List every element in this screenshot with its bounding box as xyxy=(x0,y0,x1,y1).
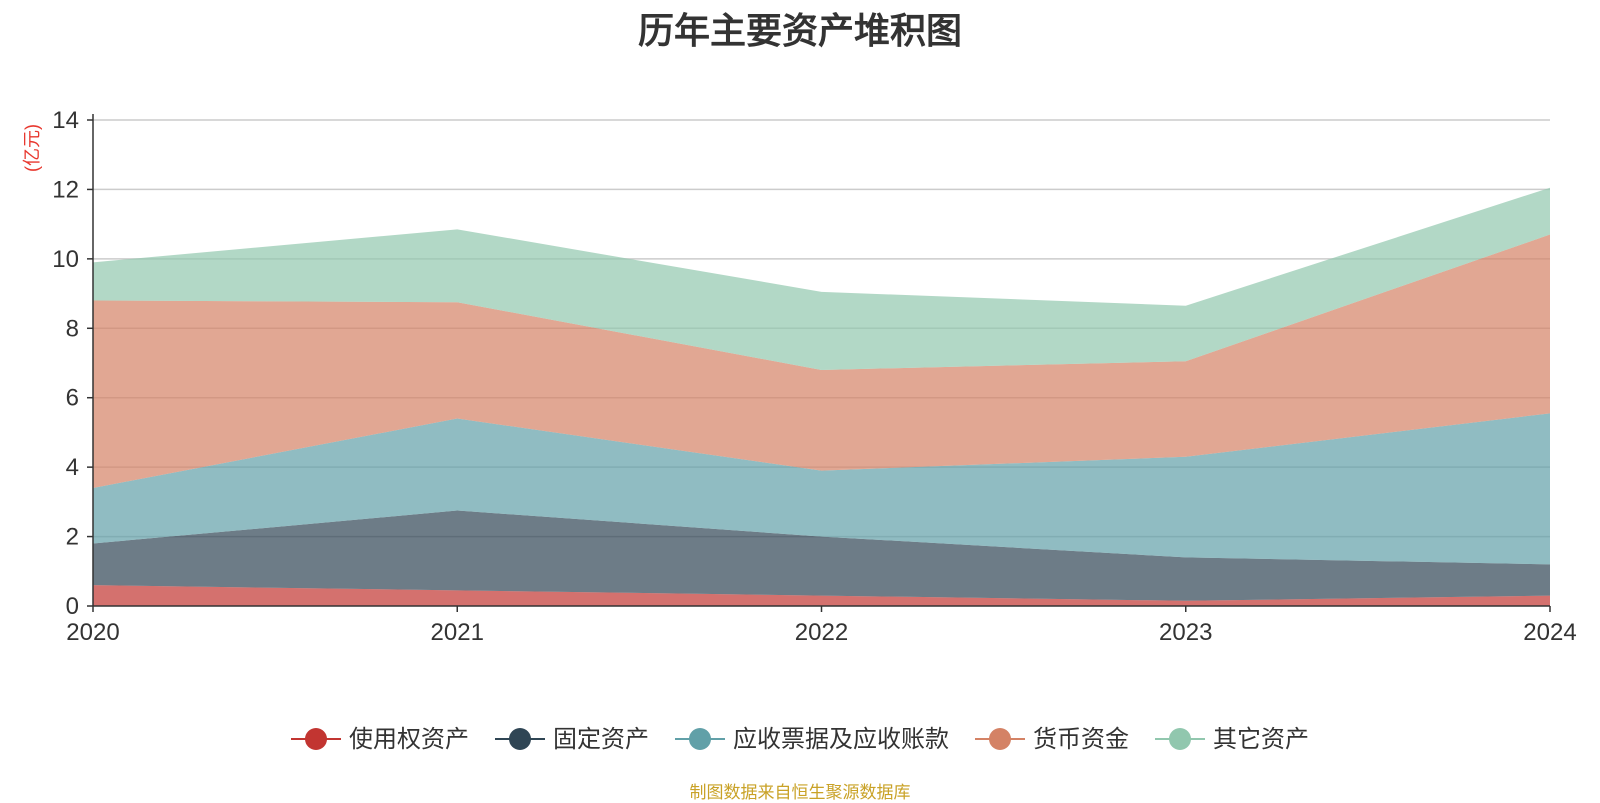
y-tick-label: 0 xyxy=(66,593,79,620)
x-tick-label: 2024 xyxy=(1523,619,1576,646)
y-tick-label: 14 xyxy=(52,107,79,134)
tick-labels: 0 2 4 6 8 10 12 14 2020 2021 2022 2023 2024 xyxy=(52,107,1576,646)
chart-title: 历年主要资产堆积图 xyxy=(637,10,962,51)
legend-label: 货币资金 xyxy=(1033,726,1129,753)
x-tick-label: 2022 xyxy=(795,619,848,646)
legend-circle-symbol xyxy=(1169,728,1191,750)
area-series-4 xyxy=(93,234,1550,488)
legend-label: 应收票据及应收账款 xyxy=(733,726,949,753)
legend-circle-symbol xyxy=(689,728,711,750)
legend-item-3[interactable]: 应收票据及应收账款 xyxy=(675,726,949,753)
legend-item-1[interactable]: 使用权资产 xyxy=(291,726,469,753)
legend-label: 使用权资产 xyxy=(349,726,469,753)
legend-label: 其它资产 xyxy=(1213,726,1309,753)
area-series-5 xyxy=(93,187,1550,370)
x-tick-label: 2021 xyxy=(431,619,484,646)
legend-item-5[interactable]: 其它资产 xyxy=(1155,726,1309,753)
y-tick-label: 12 xyxy=(52,176,79,203)
y-tick-label: 6 xyxy=(66,385,79,412)
legend-circle-symbol xyxy=(509,728,531,750)
y-tick-label: 10 xyxy=(52,246,79,273)
legend: 使用权资产 固定资产 应收票据及应收账款 货币资金 其它资产 xyxy=(291,726,1309,753)
y-tick-label: 2 xyxy=(66,524,79,551)
y-tick-label: 8 xyxy=(66,315,79,342)
legend-circle-symbol xyxy=(305,728,327,750)
area-series-3 xyxy=(93,413,1550,565)
x-tick-label: 2020 xyxy=(66,619,119,646)
x-tick-label: 2023 xyxy=(1159,619,1212,646)
area-series xyxy=(93,187,1550,606)
data-source-note: 制图数据来自恒生聚源数据库 xyxy=(689,783,911,802)
legend-circle-symbol xyxy=(989,728,1011,750)
y-axis-unit-label: (亿元) xyxy=(22,124,42,172)
legend-label: 固定资产 xyxy=(553,726,649,753)
y-tick-label: 4 xyxy=(66,454,79,481)
legend-item-2[interactable]: 固定资产 xyxy=(495,726,649,753)
legend-item-4[interactable]: 货币资金 xyxy=(975,726,1129,753)
area-series-2 xyxy=(93,510,1550,601)
axes xyxy=(87,114,1551,612)
